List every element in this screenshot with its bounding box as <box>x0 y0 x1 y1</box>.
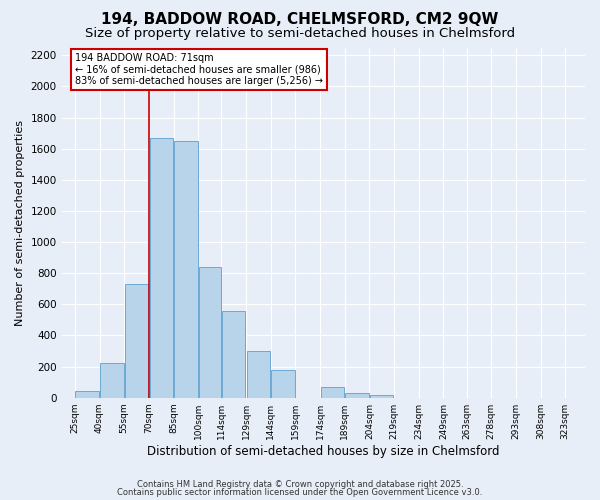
Bar <box>370 396 394 398</box>
Bar <box>346 393 369 398</box>
Bar <box>125 284 148 398</box>
Bar <box>174 141 197 398</box>
Bar <box>247 351 270 398</box>
Text: 194, BADDOW ROAD, CHELMSFORD, CM2 9QW: 194, BADDOW ROAD, CHELMSFORD, CM2 9QW <box>101 12 499 28</box>
Bar <box>76 392 99 398</box>
Bar <box>271 370 295 398</box>
Text: Size of property relative to semi-detached houses in Chelmsford: Size of property relative to semi-detach… <box>85 28 515 40</box>
Text: 194 BADDOW ROAD: 71sqm
← 16% of semi-detached houses are smaller (986)
83% of se: 194 BADDOW ROAD: 71sqm ← 16% of semi-det… <box>75 53 323 86</box>
Bar <box>321 387 344 398</box>
Bar <box>100 364 124 398</box>
Text: Contains HM Land Registry data © Crown copyright and database right 2025.: Contains HM Land Registry data © Crown c… <box>137 480 463 489</box>
Bar <box>222 310 245 398</box>
Text: Contains public sector information licensed under the Open Government Licence v3: Contains public sector information licen… <box>118 488 482 497</box>
Y-axis label: Number of semi-detached properties: Number of semi-detached properties <box>15 120 25 326</box>
Bar <box>149 138 173 398</box>
X-axis label: Distribution of semi-detached houses by size in Chelmsford: Distribution of semi-detached houses by … <box>147 444 500 458</box>
Bar <box>199 267 221 398</box>
